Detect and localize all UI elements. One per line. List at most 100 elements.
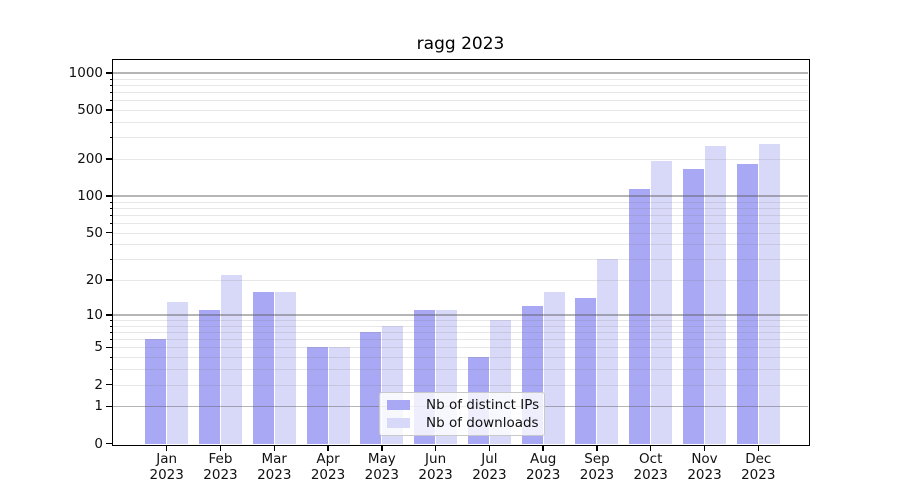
gridline-minor [113, 84, 808, 86]
x-tick-label-apr: Apr 2023 [300, 451, 356, 483]
y-tick-mark [106, 72, 113, 74]
y-minor-tick-mark [109, 325, 113, 327]
x-label-year: 2023 [203, 466, 238, 483]
x-tick-label-dec: Dec 2023 [730, 451, 786, 483]
gridline-minor [113, 369, 808, 371]
x-label-month: Jun [425, 451, 447, 467]
bar-distinct-ips-dec [736, 164, 758, 444]
x-tick-mark [434, 445, 437, 451]
legend-label-distinct-ips: Nb of distinct IPs [426, 397, 540, 413]
y-tick-mark [106, 346, 113, 349]
y-minor-tick-mark [109, 92, 113, 94]
x-tick-mark [488, 445, 491, 451]
bar-distinct-ips-feb [198, 310, 220, 444]
legend-swatch-distinct-ips [387, 399, 410, 411]
gridline-minor [113, 384, 808, 386]
bar-distinct-ips-apr [306, 347, 328, 444]
x-label-year: 2023 [633, 466, 668, 483]
grid-layer [113, 60, 808, 444]
gridline-minor [113, 78, 808, 80]
legend-label-downloads: Nb of downloads [426, 415, 539, 431]
gridline-minor [113, 232, 808, 234]
gridline-minor [113, 214, 808, 216]
x-label-month: Oct [639, 451, 663, 467]
x-tick-mark [327, 445, 329, 451]
y-minor-tick-mark [109, 320, 113, 321]
y-tick-mark [106, 405, 113, 408]
bar-downloads-dec [758, 143, 780, 444]
bar-distinct-ips-may [360, 331, 382, 444]
bar-distinct-ips-nov [683, 169, 704, 444]
y-minor-tick-mark [109, 78, 113, 80]
y-tick-mark [106, 195, 113, 197]
gridline-minor [113, 223, 808, 224]
x-label-month: Apr [316, 451, 340, 467]
y-minor-tick-mark [109, 339, 113, 341]
y-minor-tick-mark [109, 223, 113, 224]
gridline-minor [113, 100, 808, 102]
x-label-month: Dec [745, 451, 772, 467]
x-label-month: Jul [481, 451, 498, 467]
x-label-year: 2023 [579, 466, 615, 483]
y-minor-tick-mark [109, 369, 113, 371]
gridline-minor [113, 92, 808, 94]
x-tick-label-jun: Jun 2023 [408, 451, 464, 483]
y-tick-mark [106, 279, 113, 281]
x-label-year: 2023 [472, 466, 507, 483]
y-tick-label: 5 [94, 339, 103, 356]
x-label-month: May [367, 451, 396, 467]
y-tick-label: 50 [85, 224, 103, 241]
plot-area: Nb of distinct IPs Nb of downloads [111, 58, 810, 446]
x-label-month: Jan [156, 451, 178, 467]
y-tick-label: 500 [77, 102, 103, 119]
x-tick-label-oct: Oct 2023 [623, 451, 679, 483]
y-minor-tick-mark [109, 100, 113, 102]
gridline-major [113, 314, 808, 316]
x-label-year: 2023 [687, 466, 722, 483]
legend: Nb of distinct IPs Nb of downloads [379, 392, 545, 436]
x-tick-mark [381, 445, 383, 451]
gridline-minor [113, 325, 808, 327]
y-tick-mark [106, 109, 113, 111]
y-tick-label: 0 [94, 435, 103, 452]
x-label-month: Sep [584, 451, 610, 467]
bar-distinct-ips-oct [629, 188, 651, 444]
x-label-month: Mar [261, 451, 287, 467]
gridline-minor [113, 122, 808, 123]
y-tick-mark [106, 158, 113, 160]
x-tick-label-jul: Jul 2023 [461, 451, 517, 483]
bar-downloads-apr [328, 347, 350, 444]
bar-distinct-ips-sep [575, 298, 597, 444]
x-tick-label-sep: Sep 2023 [569, 451, 625, 483]
x-tick-mark [273, 445, 275, 451]
y-tick-label: 1000 [68, 64, 103, 81]
bar-downloads-nov [705, 146, 726, 444]
y-tick-mark [106, 314, 113, 316]
x-label-year: 2023 [364, 466, 399, 483]
gridline-minor [113, 259, 808, 261]
x-tick-mark [542, 445, 544, 451]
gridline-minor [113, 201, 808, 203]
gridline-minor [113, 357, 808, 359]
y-tick-mark [106, 442, 113, 445]
bar-downloads-feb [220, 275, 242, 444]
legend-item-downloads: Nb of downloads [387, 415, 539, 431]
y-tick-mark [106, 231, 113, 234]
x-tick-mark [649, 445, 652, 451]
x-tick-label-mar: Mar 2023 [246, 451, 302, 483]
x-label-year: 2023 [525, 466, 561, 483]
x-tick-label-may: May 2023 [354, 451, 410, 483]
y-tick-label: 1 [94, 398, 103, 415]
x-tick-mark [219, 445, 222, 451]
bar-downloads-oct [651, 160, 673, 444]
gridline-minor [113, 137, 808, 139]
bar-downloads-jan [167, 301, 189, 444]
x-label-year: 2023 [418, 466, 453, 483]
x-tick-mark [596, 445, 598, 451]
x-label-month: Aug [529, 451, 557, 467]
gridline-minor [113, 244, 808, 246]
x-label-year: 2023 [741, 466, 776, 483]
x-tick-label-jan: Jan 2023 [139, 451, 195, 483]
y-minor-tick-mark [109, 357, 113, 359]
gridline-minor [113, 280, 808, 282]
